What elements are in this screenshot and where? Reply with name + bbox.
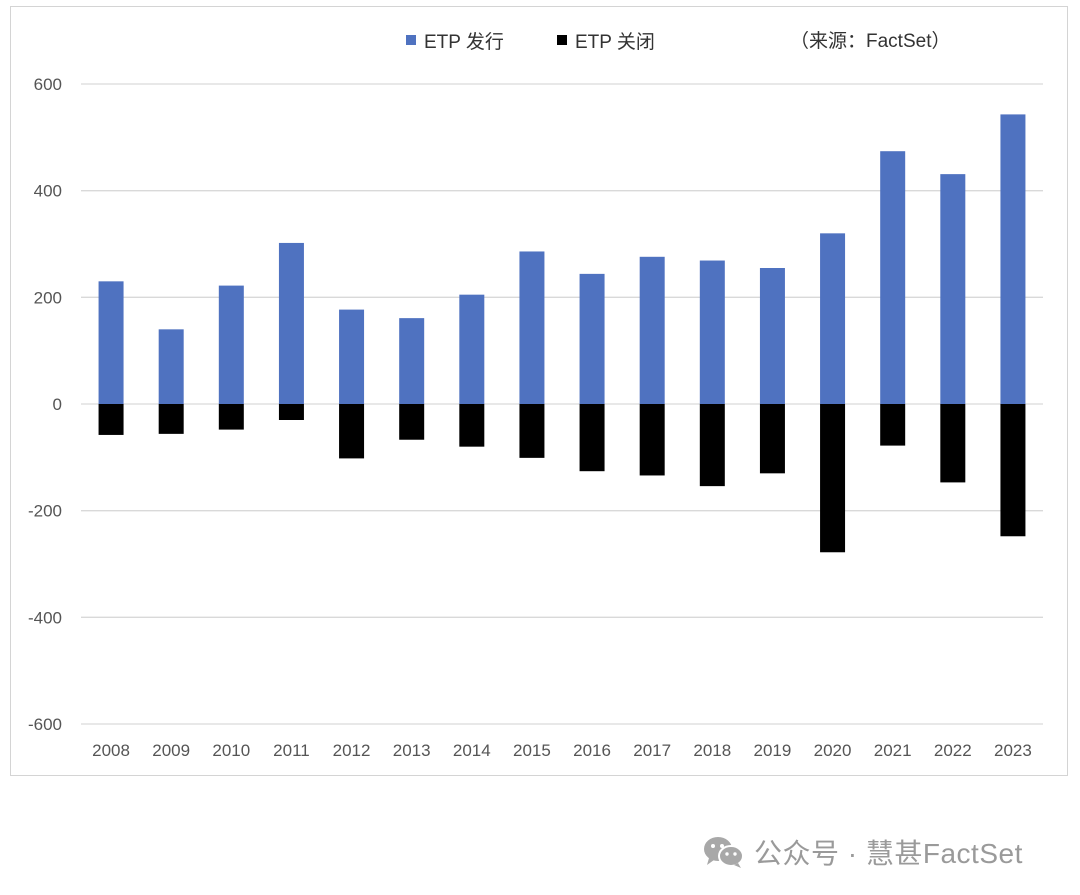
x-tick-label: 2020 [814, 741, 852, 760]
legend-item-close[interactable]: ETP 关闭 [557, 28, 655, 53]
bar-close-2014[interactable] [459, 404, 485, 447]
x-tick-label: 2010 [212, 741, 250, 760]
x-tick-label: 2013 [393, 741, 431, 760]
bars [98, 114, 1026, 553]
x-tick-label: 2009 [152, 741, 190, 760]
x-tick-label: 2023 [994, 741, 1032, 760]
bar-issue-2013[interactable] [399, 318, 425, 404]
bar-close-2019[interactable] [759, 404, 785, 474]
bar-close-2016[interactable] [579, 404, 605, 472]
bar-issue-2009[interactable] [158, 329, 184, 404]
watermark-text: 公众号 · 慧甚FactSet [754, 838, 1023, 869]
legend-label-issue: ETP 发行 [424, 31, 504, 53]
legend-swatch-close [557, 35, 567, 45]
bar-issue-2021[interactable] [880, 151, 906, 404]
x-tick-label: 2015 [513, 741, 551, 760]
bar-close-2017[interactable] [639, 404, 665, 476]
bar-issue-2008[interactable] [98, 281, 124, 404]
bar-issue-2017[interactable] [639, 256, 665, 404]
bar-close-2008[interactable] [98, 404, 124, 435]
wechat-icon [704, 837, 744, 868]
x-axis-tick-labels: 2008 2009 2010 2011 2012 2013 2014 2015 2016 2017… [92, 741, 1032, 760]
x-tick-label: 2019 [754, 741, 792, 760]
x-tick-label: 2016 [573, 741, 611, 760]
x-tick-label: 2021 [874, 741, 912, 760]
bar-close-2021[interactable] [880, 404, 906, 446]
bar-issue-2018[interactable] [699, 260, 725, 404]
bar-close-2010[interactable] [218, 404, 244, 430]
x-tick-label: 2014 [453, 741, 491, 760]
x-tick-label: 2008 [92, 741, 130, 760]
bar-close-2015[interactable] [519, 404, 545, 458]
bar-issue-2016[interactable] [579, 273, 605, 404]
y-tick-label: -200 [28, 502, 62, 521]
bar-issue-2019[interactable] [759, 268, 785, 404]
bar-close-2013[interactable] [399, 404, 425, 440]
bar-close-2009[interactable] [158, 404, 184, 434]
legend-label-close: ETP 关闭 [575, 31, 655, 53]
y-tick-label: -400 [28, 608, 62, 627]
source-note: （来源：FactSet） [790, 31, 951, 52]
y-tick-label: 600 [34, 75, 62, 94]
y-tick-label: -600 [28, 715, 62, 734]
y-tick-label: 200 [34, 288, 62, 307]
bar-issue-2020[interactable] [820, 233, 846, 404]
bar-issue-2015[interactable] [519, 251, 545, 404]
bar-issue-2022[interactable] [940, 174, 966, 404]
watermark: 公众号 · 慧甚FactSet [702, 832, 1023, 872]
legend-swatch-issue [406, 35, 416, 45]
bar-issue-2023[interactable] [1000, 114, 1026, 405]
y-tick-label: 400 [34, 182, 62, 201]
bar-issue-2011[interactable] [278, 242, 304, 404]
x-tick-label: 2017 [633, 741, 671, 760]
bar-issue-2012[interactable] [339, 309, 365, 404]
bar-close-2020[interactable] [820, 404, 846, 553]
x-tick-label: 2012 [333, 741, 371, 760]
bar-issue-2010[interactable] [218, 285, 244, 404]
bar-issue-2014[interactable] [459, 294, 485, 404]
bar-close-2011[interactable] [278, 404, 304, 420]
bar-close-2012[interactable] [339, 404, 365, 459]
x-tick-label: 2018 [693, 741, 731, 760]
y-axis-tick-labels: 600 400 200 0 -200 -400 -600 [28, 75, 62, 734]
bar-close-2022[interactable] [940, 404, 966, 483]
y-tick-label: 0 [53, 395, 62, 414]
x-tick-label: 2022 [934, 741, 972, 760]
bar-close-2023[interactable] [1000, 404, 1026, 537]
x-tick-label: 2011 [273, 741, 310, 760]
bar-close-2018[interactable] [699, 404, 725, 487]
legend-item-issue[interactable]: ETP 发行 [406, 28, 504, 53]
chart-frame [10, 6, 1068, 776]
